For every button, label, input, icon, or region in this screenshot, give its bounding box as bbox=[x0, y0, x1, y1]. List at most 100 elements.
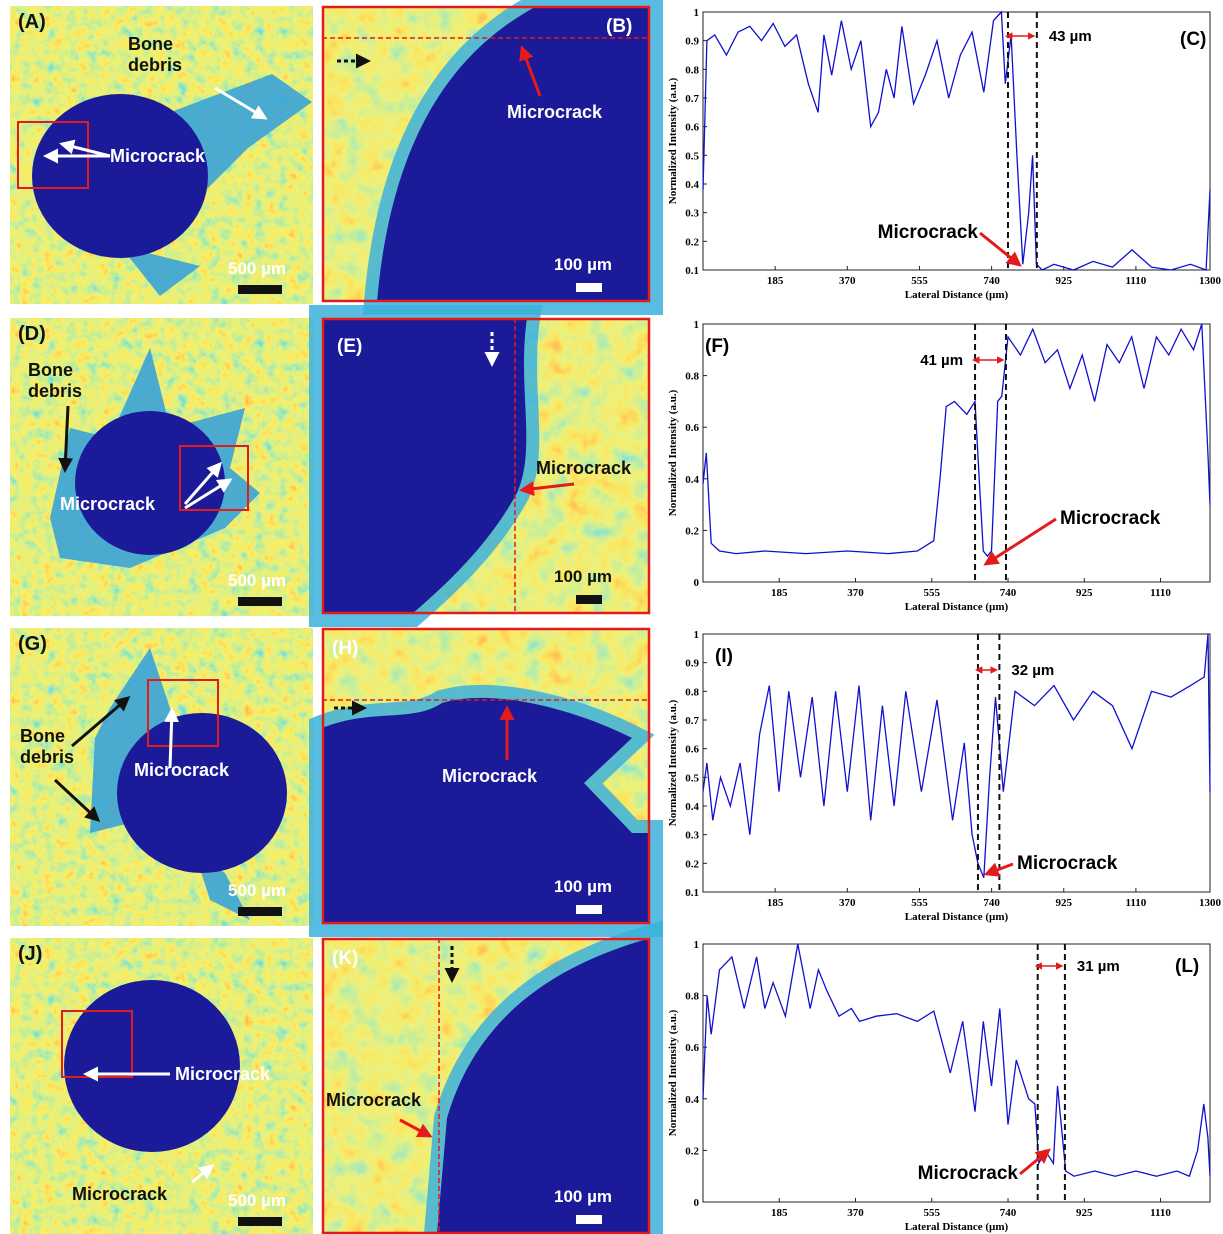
label-box: 100 µm bbox=[554, 1187, 612, 1206]
label-box: Bone debris bbox=[20, 726, 75, 767]
scale-bar bbox=[576, 1215, 602, 1224]
x-tick-label: 185 bbox=[767, 897, 784, 909]
hole-region bbox=[64, 980, 240, 1152]
plot-frame bbox=[702, 633, 1211, 893]
annotation-label: Microcrack bbox=[507, 102, 603, 122]
x-tick-label: 925 bbox=[1076, 1207, 1093, 1219]
y-tick-label: 0.4 bbox=[685, 179, 699, 191]
y-tick-label: 1 bbox=[694, 319, 700, 331]
annotation-label: (H) bbox=[332, 638, 359, 659]
y-tick-label: 1 bbox=[694, 629, 700, 641]
label-box: Microcrack bbox=[60, 494, 156, 514]
scale-bar bbox=[238, 285, 282, 294]
y-tick-label: 0.8 bbox=[685, 371, 699, 383]
x-tick-label: 370 bbox=[839, 897, 856, 909]
scale-bar bbox=[238, 597, 282, 606]
y-tick-label: 0.9 bbox=[685, 658, 699, 670]
arrow bbox=[191, 1164, 215, 1184]
annotation-label: 500 µm bbox=[228, 881, 286, 900]
label-box: 100 µm bbox=[554, 567, 612, 586]
arrow bbox=[53, 778, 101, 823]
scale-bar bbox=[576, 283, 602, 292]
x-tick-label: 1110 bbox=[1150, 587, 1171, 599]
y-tick-label: 0.8 bbox=[685, 686, 699, 698]
y-tick-label: 0.4 bbox=[685, 1094, 699, 1106]
arrow bbox=[58, 405, 74, 473]
y-tick-label: 0 bbox=[694, 577, 700, 589]
scale-bar bbox=[576, 905, 602, 914]
arrow bbox=[184, 478, 233, 510]
panel-border bbox=[321, 317, 651, 615]
x-tick-label: 925 bbox=[1056, 897, 1073, 909]
annotation-label: Microcrack bbox=[60, 494, 156, 514]
debris-region bbox=[120, 246, 200, 296]
debris-region bbox=[90, 648, 175, 833]
plot-frame bbox=[702, 323, 1211, 583]
panel-border bbox=[321, 627, 651, 925]
chart: 0 0.2 0.4 0.6 0.8 1 185 370 555 740 925 1110 Lateral… bbox=[667, 939, 1211, 1233]
annotation: Microcrack bbox=[1060, 508, 1161, 529]
overview-image: (G) Bone debris Microcrack 500 µm bbox=[10, 628, 313, 926]
panel-label: (I) bbox=[715, 646, 733, 667]
annotation-label: Microcrack bbox=[110, 146, 206, 166]
x-tick-label: 1110 bbox=[1150, 1207, 1171, 1219]
label-box: Microcrack bbox=[507, 102, 603, 122]
annotation-label: 100 µm bbox=[554, 1187, 612, 1206]
annotation: Microcrack bbox=[878, 222, 979, 243]
annotation-label: (E) bbox=[337, 336, 363, 357]
y-tick-label: 1 bbox=[694, 7, 700, 19]
x-tick-label: 370 bbox=[839, 275, 856, 287]
label-box: Bone debris bbox=[28, 360, 82, 401]
x-tick-label: 185 bbox=[771, 587, 788, 599]
y-tick-label: 0.9 bbox=[685, 36, 699, 48]
x-tick-label: 740 bbox=[1000, 1207, 1017, 1219]
plot-frame bbox=[702, 943, 1211, 1203]
chart: 0.1 0.2 0.3 0.4 0.5 0.6 0.7 0.8 0.9 1 185 370 555 740… bbox=[667, 629, 1222, 923]
annotation-arrow bbox=[983, 517, 1057, 566]
span-label: 43 µm bbox=[1049, 28, 1092, 45]
x-axis-label: Lateral Distance (µm) bbox=[905, 1221, 1009, 1233]
label-box: Microcrack bbox=[134, 760, 229, 780]
overview-image: (J) Microcrack Microcrack 500 µm bbox=[10, 938, 313, 1234]
x-tick-label: 370 bbox=[847, 587, 864, 599]
label-box: (A) bbox=[18, 12, 46, 33]
x-tick-label: 555 bbox=[924, 587, 941, 599]
zoom-box bbox=[179, 445, 249, 511]
y-axis-label: Normalized Intensity (a.u.) bbox=[667, 77, 679, 204]
y-tick-label: 0.7 bbox=[685, 715, 699, 727]
label-box: 500 µm bbox=[228, 259, 286, 278]
x-tick-label: 740 bbox=[1000, 587, 1017, 599]
y-axis-label: Normalized Intensity (a.u.) bbox=[667, 1009, 679, 1136]
zoom-image: (B) Microcrack 100 µm bbox=[321, 0, 663, 315]
y-tick-label: 0.6 bbox=[685, 422, 699, 434]
annotation-label: (J) bbox=[18, 944, 43, 965]
y-tick-label: 0.2 bbox=[685, 525, 699, 537]
scale-bar bbox=[238, 1217, 282, 1226]
y-axis-label: Normalized Intensity (a.u.) bbox=[667, 389, 679, 516]
annotation-label: 500 µm bbox=[228, 571, 286, 590]
scale-bar bbox=[238, 907, 282, 916]
arrow bbox=[183, 461, 222, 505]
x-tick-label: 740 bbox=[983, 897, 1000, 909]
arrow bbox=[519, 45, 542, 97]
zoom-box bbox=[147, 679, 219, 747]
panel-border bbox=[321, 937, 651, 1234]
y-tick-label: 0.3 bbox=[685, 208, 699, 220]
label-box: 500 µm bbox=[228, 881, 286, 900]
label-box: (J) bbox=[18, 944, 43, 965]
label-box: Microcrack bbox=[536, 458, 632, 478]
y-tick-label: 1 bbox=[694, 939, 700, 951]
hole-region bbox=[322, 318, 527, 614]
annotation-label: Bone debris bbox=[20, 726, 75, 767]
annotation-label: Microcrack bbox=[442, 766, 538, 786]
label-box: 100 µm bbox=[554, 877, 612, 896]
plot-frame bbox=[702, 11, 1211, 271]
annotation-label: 100 µm bbox=[554, 877, 612, 896]
annotation-arrow bbox=[979, 231, 1022, 267]
chart: 0.1 0.2 0.3 0.4 0.5 0.6 0.7 0.8 0.9 1 185 370 555 740… bbox=[667, 7, 1222, 301]
x-tick-label: 1110 bbox=[1126, 275, 1147, 287]
annotation-label: Microcrack bbox=[536, 458, 632, 478]
line-series bbox=[702, 10, 1211, 271]
hole-region bbox=[377, 6, 650, 302]
annotation: Microcrack bbox=[1017, 853, 1118, 874]
